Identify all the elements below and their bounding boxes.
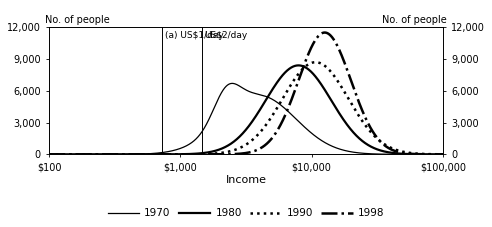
Text: US$2/day: US$2/day xyxy=(205,31,248,40)
Text: (a) US$1/day: (a) US$1/day xyxy=(165,31,224,40)
Legend: 1970, 1980, 1990, 1998: 1970, 1980, 1990, 1998 xyxy=(104,204,388,222)
Text: No. of people: No. of people xyxy=(382,15,447,25)
X-axis label: Income: Income xyxy=(225,175,267,185)
Text: No. of people: No. of people xyxy=(45,15,110,25)
